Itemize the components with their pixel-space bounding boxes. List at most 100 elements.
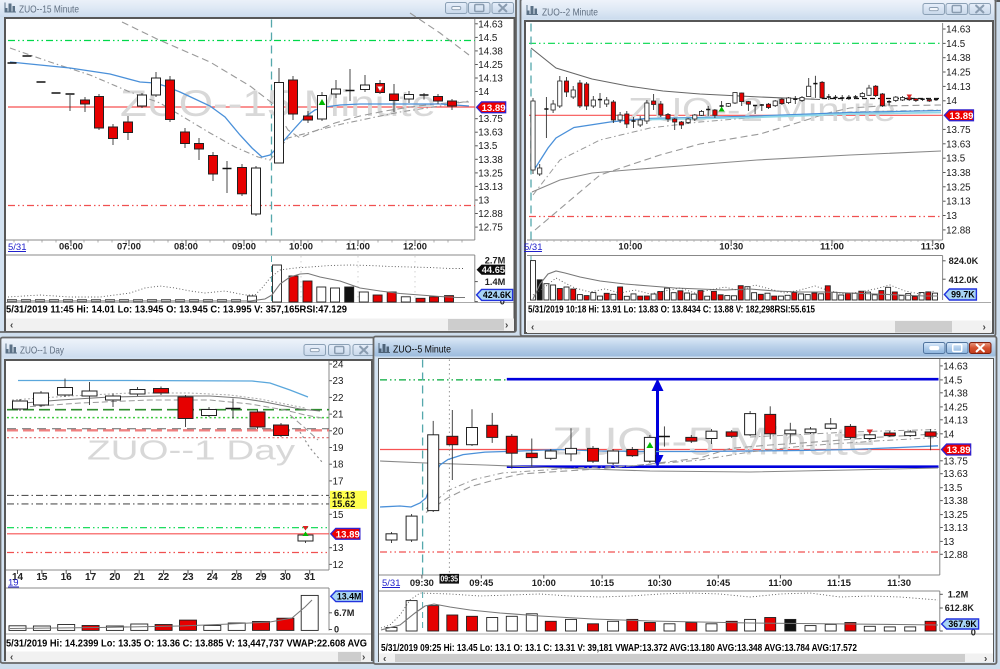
svg-text:‹: ‹ <box>10 320 13 331</box>
svg-text:12: 12 <box>333 560 344 571</box>
svg-text:13.5: 13.5 <box>478 141 498 152</box>
svg-text:13.75: 13.75 <box>943 456 968 467</box>
svg-text:31: 31 <box>304 572 316 583</box>
svg-text:2.7M: 2.7M <box>485 256 506 266</box>
svg-text:13.89: 13.89 <box>482 103 506 114</box>
svg-text:14.63: 14.63 <box>946 25 971 36</box>
svg-text:14.38: 14.38 <box>946 53 971 64</box>
svg-text:21: 21 <box>333 410 344 421</box>
svg-text:11:30: 11:30 <box>921 242 945 253</box>
svg-text:0: 0 <box>500 297 505 307</box>
svg-text:14.25: 14.25 <box>478 60 503 71</box>
svg-text:13.38: 13.38 <box>478 155 503 166</box>
svg-text:5/31/2019 Hi: 14.2399 Lo: 13: 5/31/2019 Hi: 14.2399 Lo: 13.35 O: 13.36… <box>6 639 367 650</box>
svg-text:›: › <box>362 652 365 663</box>
svg-text:13.89: 13.89 <box>947 445 971 456</box>
svg-text:08:00: 08:00 <box>174 242 198 253</box>
svg-text:ZUO--5 Minute: ZUO--5 Minute <box>552 421 875 464</box>
svg-text:13.63: 13.63 <box>943 469 968 480</box>
svg-text:ZUO--15 Minute: ZUO--15 Minute <box>19 4 79 16</box>
svg-text:10:30: 10:30 <box>648 578 672 589</box>
svg-text:10:45: 10:45 <box>706 578 731 589</box>
svg-text:5/31: 5/31 <box>8 242 27 253</box>
svg-text:‹: ‹ <box>10 652 13 663</box>
svg-text:824.0K: 824.0K <box>949 256 979 266</box>
svg-text:15: 15 <box>333 510 344 521</box>
svg-text:367.9K: 367.9K <box>948 619 977 629</box>
svg-text:12.88: 12.88 <box>943 550 968 561</box>
svg-text:12.88: 12.88 <box>478 209 503 220</box>
svg-text:11:30: 11:30 <box>887 578 911 589</box>
svg-text:16: 16 <box>61 572 73 583</box>
svg-text:24: 24 <box>207 572 219 583</box>
svg-text:14: 14 <box>946 96 957 107</box>
svg-text:14.25: 14.25 <box>946 68 971 79</box>
svg-text:5/31/2019 10:18 Hi: 13.91 Lo: 5/31/2019 10:18 Hi: 13.91 Lo: 13.83 O: 1… <box>528 305 815 316</box>
svg-text:12.88: 12.88 <box>946 225 971 236</box>
svg-text:44.65: 44.65 <box>482 265 505 275</box>
svg-text:24: 24 <box>333 360 344 371</box>
svg-text:6.7M: 6.7M <box>334 608 355 618</box>
svg-text:09:30: 09:30 <box>410 578 434 589</box>
svg-text:23: 23 <box>333 376 344 387</box>
svg-text:20: 20 <box>333 426 344 437</box>
svg-text:16.13: 16.13 <box>332 490 355 500</box>
svg-text:30: 30 <box>280 572 292 583</box>
svg-text:13.75: 13.75 <box>478 114 503 125</box>
svg-text:09:35: 09:35 <box>440 574 458 584</box>
svg-text:‹: ‹ <box>383 654 386 665</box>
svg-text:14.13: 14.13 <box>946 82 971 93</box>
svg-text:22: 22 <box>158 572 170 583</box>
svg-text:13: 13 <box>333 543 344 554</box>
svg-text:13.25: 13.25 <box>478 168 503 179</box>
svg-text:22: 22 <box>333 393 344 404</box>
svg-text:14.5: 14.5 <box>943 375 963 386</box>
svg-text:13.5: 13.5 <box>943 483 963 494</box>
svg-text:09:45: 09:45 <box>469 578 494 589</box>
svg-text:13.75: 13.75 <box>946 125 971 136</box>
svg-text:19: 19 <box>8 578 19 589</box>
svg-text:1.4M: 1.4M <box>485 277 506 287</box>
svg-text:21: 21 <box>134 572 146 583</box>
svg-text:17: 17 <box>333 476 344 487</box>
svg-text:412.0K: 412.0K <box>949 275 979 285</box>
svg-text:13.13: 13.13 <box>946 197 971 208</box>
svg-text:ZUO--1 Day: ZUO--1 Day <box>20 345 65 357</box>
svg-text:10:15: 10:15 <box>590 578 615 589</box>
svg-text:14: 14 <box>478 87 489 98</box>
svg-text:17: 17 <box>85 572 97 583</box>
svg-text:13.13: 13.13 <box>478 182 503 193</box>
svg-text:18: 18 <box>333 460 344 471</box>
svg-text:14.38: 14.38 <box>943 388 968 399</box>
svg-text:20: 20 <box>109 572 121 583</box>
svg-text:14.25: 14.25 <box>943 402 968 413</box>
svg-text:15.62: 15.62 <box>332 499 355 509</box>
svg-text:14: 14 <box>12 572 24 583</box>
svg-text:07:00: 07:00 <box>117 242 141 253</box>
svg-text:10:00: 10:00 <box>289 242 313 253</box>
svg-text:12:00: 12:00 <box>403 242 427 253</box>
svg-text:23: 23 <box>182 572 194 583</box>
svg-text:14.5: 14.5 <box>478 33 498 44</box>
svg-text:›: › <box>983 322 986 333</box>
svg-text:13.25: 13.25 <box>943 510 968 521</box>
svg-text:11:15: 11:15 <box>827 578 852 589</box>
svg-text:11:00: 11:00 <box>768 578 792 589</box>
svg-text:13.89: 13.89 <box>336 529 360 540</box>
svg-text:14.13: 14.13 <box>943 415 968 426</box>
svg-text:14.63: 14.63 <box>478 19 503 30</box>
svg-text:14.5: 14.5 <box>946 39 966 50</box>
svg-text:06:00: 06:00 <box>59 242 83 253</box>
svg-text:13.89: 13.89 <box>949 111 973 122</box>
svg-text:13.63: 13.63 <box>478 128 503 139</box>
svg-text:12.75: 12.75 <box>478 223 503 234</box>
svg-text:13.63: 13.63 <box>946 139 971 150</box>
svg-text:10:30: 10:30 <box>719 242 743 253</box>
svg-text:13: 13 <box>478 196 489 207</box>
svg-text:13.25: 13.25 <box>946 182 971 193</box>
svg-text:1.2M: 1.2M <box>948 590 969 600</box>
svg-text:ZUO--1 Day: ZUO--1 Day <box>87 435 295 466</box>
svg-text:10:00: 10:00 <box>532 578 556 589</box>
svg-text:14: 14 <box>943 429 954 440</box>
svg-text:‹: ‹ <box>531 322 534 333</box>
